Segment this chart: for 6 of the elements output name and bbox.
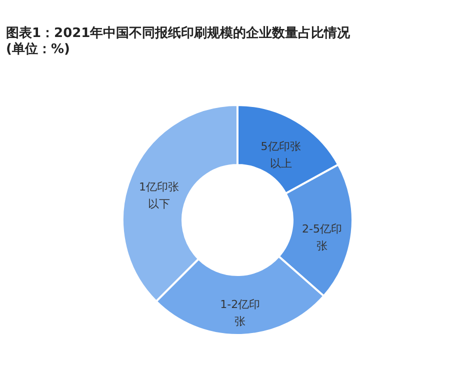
slice-label: 1亿印张以下 (138, 180, 179, 210)
slice-label: 5亿印张以上 (260, 140, 301, 170)
slice-label: 2-5亿印张 (302, 222, 342, 252)
chart-subtitle: (单位：%) (6, 41, 70, 57)
slice-label: 1-2亿印张 (220, 298, 260, 328)
chart-title: 图表1：2021年中国不同报纸印刷规模的企业数量占比情况 (6, 25, 352, 41)
